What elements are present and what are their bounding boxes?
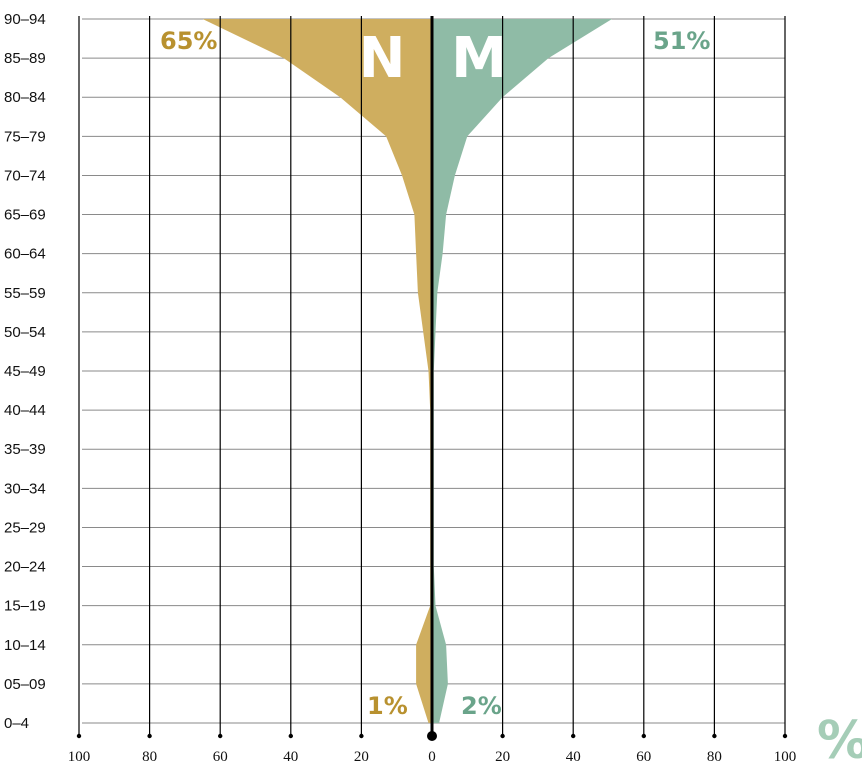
x-tick-label: 0 bbox=[428, 749, 436, 765]
tick-dot bbox=[571, 733, 576, 739]
y-tick-label: 15–19 bbox=[4, 598, 46, 615]
vertical-gridlines bbox=[76, 16, 788, 741]
y-tick-label: 85–89 bbox=[4, 50, 46, 67]
annotation-top-right: 51% bbox=[653, 27, 710, 55]
y-tick-label: 65–69 bbox=[4, 207, 46, 224]
y-tick-label: 50–54 bbox=[4, 324, 46, 341]
y-tick-label: 90–94 bbox=[4, 11, 46, 28]
y-tick-label: 30–34 bbox=[4, 480, 46, 497]
x-tick-label: 80 bbox=[707, 749, 722, 765]
y-tick-label: 20–24 bbox=[4, 559, 46, 576]
y-tick-label: 05–09 bbox=[4, 676, 46, 693]
tick-dot bbox=[218, 733, 223, 739]
annotation-bottom-left: 1% bbox=[367, 692, 408, 720]
x-tick-label: 60 bbox=[213, 749, 228, 765]
tick-dot bbox=[359, 733, 364, 739]
x-tick-labels: 100 80 60 40 20 0 20 40 60 80 100 bbox=[68, 749, 797, 765]
x-tick-label: 40 bbox=[283, 749, 298, 765]
annotation-top-left: 65% bbox=[160, 27, 217, 55]
tick-dot bbox=[782, 733, 788, 739]
tick-dot bbox=[76, 733, 82, 739]
x-tick-label: 100 bbox=[774, 749, 797, 765]
x-tick-label: 60 bbox=[636, 749, 651, 765]
y-tick-label: 40–44 bbox=[4, 402, 46, 419]
area-n bbox=[202, 19, 432, 723]
y-tick-label: 75–79 bbox=[4, 128, 46, 145]
y-tick-label: 55–59 bbox=[4, 285, 46, 302]
x-tick-label: 80 bbox=[142, 749, 157, 765]
series-label-n: N bbox=[359, 26, 406, 91]
x-tick-label: 100 bbox=[68, 749, 91, 765]
y-tick-label: 10–14 bbox=[4, 637, 46, 654]
area-m bbox=[432, 19, 612, 723]
tick-dot bbox=[641, 733, 646, 739]
data-areas bbox=[202, 19, 612, 723]
annotation-bottom-right: 2% bbox=[461, 692, 502, 720]
x-tick-label: 40 bbox=[566, 749, 581, 765]
tick-dot bbox=[500, 733, 505, 739]
x-tick-label: 20 bbox=[354, 749, 369, 765]
y-tick-labels: 0–4 05–09 10–14 15–19 20–24 25–29 30–34 35–39 40… bbox=[4, 11, 46, 732]
y-tick-label: 35–39 bbox=[4, 441, 46, 458]
y-tick-label: 60–64 bbox=[4, 246, 46, 263]
y-tick-label: 0–4 bbox=[4, 715, 29, 732]
y-tick-label: 25–29 bbox=[4, 519, 46, 536]
y-tick-label: 80–84 bbox=[4, 89, 46, 106]
tick-dot bbox=[288, 733, 293, 739]
unit-label: % bbox=[817, 711, 862, 771]
series-label-m: M bbox=[451, 26, 507, 91]
y-tick-label: 45–49 bbox=[4, 363, 46, 380]
y-tick-label: 70–74 bbox=[4, 167, 46, 184]
x-tick-label: 20 bbox=[495, 749, 510, 765]
tick-dot bbox=[147, 733, 152, 739]
tick-dot bbox=[712, 733, 717, 739]
